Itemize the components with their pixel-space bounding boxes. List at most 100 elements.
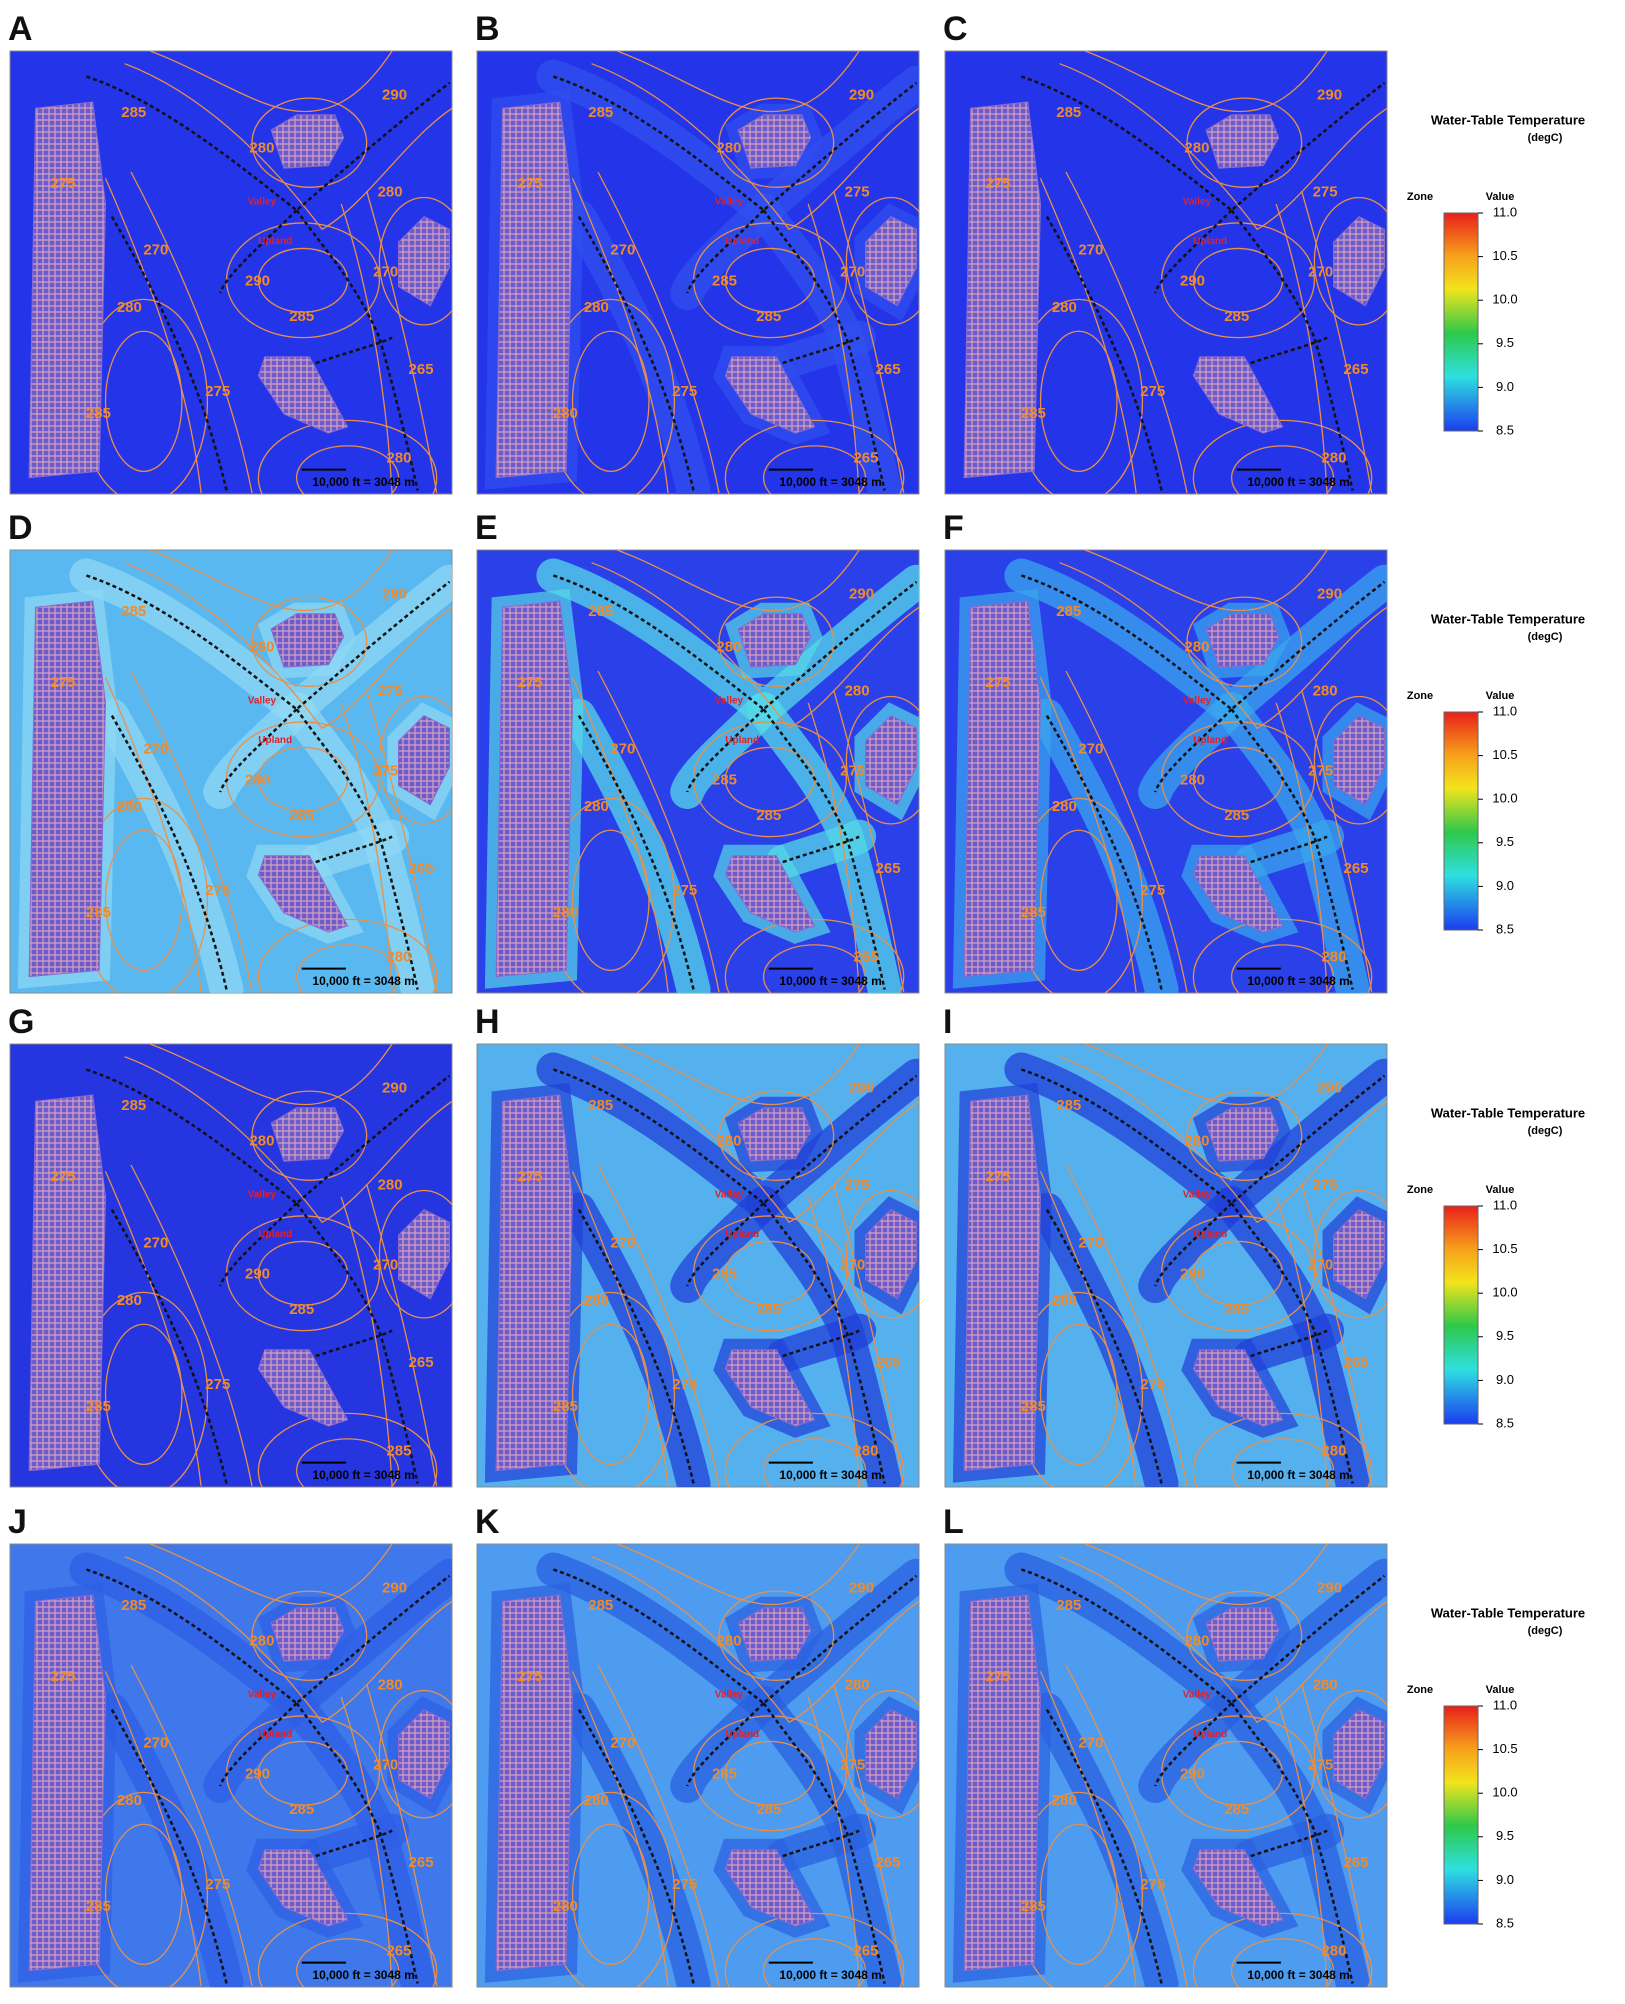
scale-label: 10,000 ft = 3048 m xyxy=(1247,1968,1349,1982)
contour-line xyxy=(124,63,452,231)
inactive-zone xyxy=(495,101,574,479)
contour-label: 285 xyxy=(1021,904,1046,921)
contour-label: 290 xyxy=(382,86,407,103)
scale-label: 10,000 ft = 3048 m xyxy=(312,475,414,489)
colorbar-tick-label: 8.5 xyxy=(1496,1915,1514,1930)
stream xyxy=(1250,1829,1328,1858)
inactive-zone xyxy=(1333,1708,1385,1800)
contour-line xyxy=(104,1171,202,1487)
legend-title: Water-Table Temperature xyxy=(1431,1105,1585,1120)
stream xyxy=(86,574,451,711)
place-label: Valley xyxy=(715,1689,744,1700)
contour-label: 280 xyxy=(1052,299,1077,316)
contour-label: 280 xyxy=(1321,1443,1346,1460)
map-panel: 290 285 280 280 275 270 290 270 280 285 275 265 285 2… xyxy=(9,1543,453,1988)
contour-label: 290 xyxy=(1317,86,1342,103)
contour-line xyxy=(807,1696,860,1987)
stream xyxy=(315,835,393,864)
contour-line xyxy=(1059,562,1387,730)
contour-label: 270 xyxy=(143,740,168,757)
contour-label: 265 xyxy=(386,1943,411,1960)
contour-line xyxy=(366,689,438,993)
place-label: Upland xyxy=(1193,1229,1227,1240)
contour-line xyxy=(724,1412,905,1487)
contour-label: 285 xyxy=(1224,1301,1249,1318)
contour-label: 280 xyxy=(584,1292,609,1309)
stream xyxy=(1154,209,1233,294)
contour-line xyxy=(1084,1044,1328,1105)
contour-label: 280 xyxy=(1321,949,1346,966)
contour-line xyxy=(1313,695,1387,825)
colorbar-tick-label: 8.5 xyxy=(1496,921,1514,936)
contour-label: 280 xyxy=(845,1677,870,1694)
contour-label: 270 xyxy=(373,263,398,280)
contour-line xyxy=(1039,829,1118,971)
stream-band xyxy=(94,698,244,993)
contour-line xyxy=(1301,1183,1373,1487)
contour-label: 280 xyxy=(117,1292,142,1309)
contour-label: 280 xyxy=(716,638,741,655)
contour-line xyxy=(833,1683,905,1987)
place-label: Valley xyxy=(715,1189,744,1200)
inactive-zone xyxy=(963,1594,1042,1972)
inactive-zone xyxy=(1205,1607,1280,1662)
stream xyxy=(1021,574,1386,711)
contour-label: 290 xyxy=(849,585,874,602)
colorbar-tick-label: 9.5 xyxy=(1496,1828,1514,1843)
contour-line xyxy=(1084,550,1328,611)
stream xyxy=(686,209,765,294)
contour-label: 280 xyxy=(845,683,870,700)
contour-label: 290 xyxy=(1317,585,1342,602)
inactive-zone xyxy=(865,1208,917,1300)
inactive-zone xyxy=(1192,356,1284,434)
stream xyxy=(782,835,860,864)
contour-label: 290 xyxy=(245,272,270,289)
contour-label: 290 xyxy=(382,1579,407,1596)
contour-label: 275 xyxy=(845,1177,870,1194)
contour-label: 290 xyxy=(849,86,874,103)
contour-label: 285 xyxy=(86,904,111,921)
contour-line xyxy=(1275,1696,1328,1987)
panel-letter: J xyxy=(8,1503,27,1541)
inactive-zone xyxy=(1333,714,1385,806)
stream-band xyxy=(1029,1692,1179,1987)
contour-label: 280 xyxy=(117,798,142,815)
inactive-zone xyxy=(398,215,450,307)
contour-label: 275 xyxy=(1308,1756,1333,1773)
contour-line xyxy=(807,203,860,494)
contour-line xyxy=(295,445,400,494)
colorbar-tick-label: 9.5 xyxy=(1496,335,1514,350)
colorbar-tick-label: 10.0 xyxy=(1492,1785,1517,1800)
legend-title: Water-Table Temperature xyxy=(1431,112,1585,127)
contour-line xyxy=(1186,97,1303,188)
contour-label: 275 xyxy=(1140,383,1165,400)
inactive-zone xyxy=(270,613,345,668)
stream-band xyxy=(94,1692,244,1987)
contour-line xyxy=(1059,1056,1387,1224)
panel-letter: C xyxy=(943,10,968,48)
contour-line xyxy=(591,63,919,231)
scale-label: 10,000 ft = 3048 m xyxy=(779,1968,881,1982)
contour-line xyxy=(149,550,393,611)
map-content xyxy=(963,51,1387,494)
contour-label: 275 xyxy=(518,674,543,691)
contour-label: 275 xyxy=(518,1668,543,1685)
contour-line xyxy=(597,1664,720,1987)
legend-unit: (degC) xyxy=(1528,132,1563,144)
contour-label: 280 xyxy=(1052,798,1077,815)
contour-label: 285 xyxy=(1056,104,1081,121)
stream xyxy=(315,1329,393,1358)
contour-label: 285 xyxy=(712,1265,737,1282)
place-label: Valley xyxy=(248,1689,277,1700)
contour-line xyxy=(1065,171,1188,494)
stream xyxy=(553,1568,918,1705)
contour-label: 275 xyxy=(1308,762,1333,779)
contour-label: 265 xyxy=(1344,1854,1369,1871)
inactive-zone xyxy=(398,714,450,806)
contour-line xyxy=(1065,1164,1188,1487)
contour-label: 275 xyxy=(1140,1376,1165,1393)
place-label: Upland xyxy=(258,1229,292,1240)
contour-label: 285 xyxy=(756,1301,781,1318)
contour-line xyxy=(251,1090,368,1181)
inactive-zone xyxy=(724,1349,816,1427)
